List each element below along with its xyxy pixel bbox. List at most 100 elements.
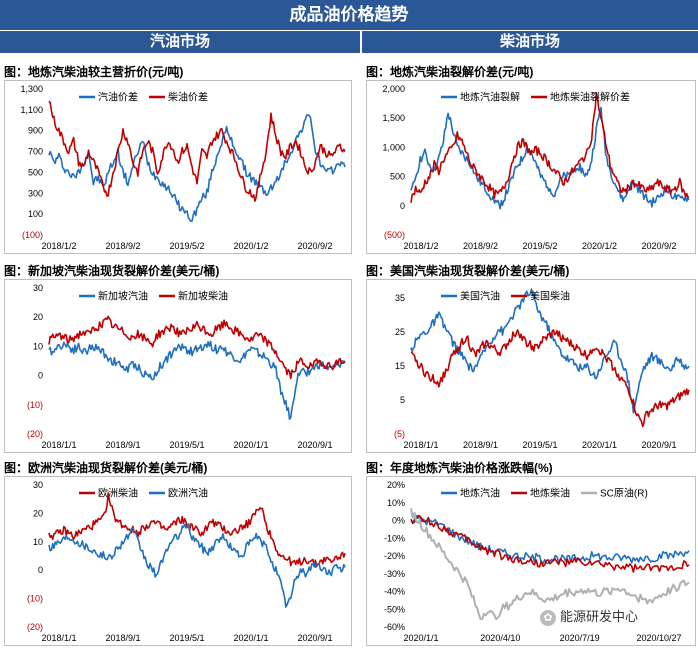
column-divider: [360, 31, 362, 648]
c2-xtick: 2018/1/2: [403, 241, 438, 251]
c1-ytick: 500: [28, 167, 43, 177]
c5-ytick: 30: [33, 480, 43, 490]
c3-ytick: 20: [33, 312, 43, 322]
c5-ytick: 20: [33, 508, 43, 518]
c6-legend-label: SC原油(R): [600, 487, 648, 500]
c4-series-1: [410, 329, 690, 428]
c5-ytick: 10: [33, 537, 43, 547]
c3-legend-label: 新加坡柴油: [178, 290, 228, 303]
c2-ytick: (500): [384, 230, 405, 240]
gasoline-section-header: 汽油市场: [0, 31, 360, 53]
c2-xtick: 2019/5/2: [522, 241, 557, 251]
c3-xtick: 2020/9/1: [297, 440, 332, 450]
c1-legend-label: 柴油价差: [168, 91, 208, 104]
chart1-title: 图：地炼汽柴油较主营折价(元/吨): [4, 65, 184, 79]
c5-legend-label: 欧洲柴油: [98, 487, 138, 500]
c4-xtick: 2020/1/1: [582, 440, 617, 450]
c2-xtick: 2020/9/2: [641, 241, 676, 251]
c3-svg: 30 20 10 0 (10) (20)2018/1/1 2018/9/1 2019/5/1 2…: [27, 283, 346, 450]
c6-ytick: -50%: [384, 604, 405, 614]
c4-ytick: 25: [395, 327, 405, 337]
c2-legend-label: 地炼柴油裂解价差: [550, 91, 630, 104]
c3-legend-label: 新加坡汽油: [98, 290, 148, 303]
c3-ytick: (20): [27, 429, 43, 439]
c1-series-1: [48, 100, 346, 202]
c2-ytick: 1,000: [382, 142, 405, 152]
c6-xtick: 2020/4/10: [480, 633, 520, 643]
c5-xtick: 2018/9/1: [105, 633, 140, 643]
c3-xtick: 2018/1/1: [41, 440, 76, 450]
c1-ytick: 100: [28, 209, 43, 219]
watermark: ✿ 能源研发中心: [540, 606, 638, 626]
c6-svg: 20% 10% 0% -10% -20% -30% -40% -50% -60%2020/1/1…: [384, 480, 690, 643]
c5-xtick: 2018/1/1: [41, 633, 76, 643]
c6-xtick: 2020/10/27: [636, 633, 681, 643]
c5-xtick: 2020/1/1: [233, 633, 268, 643]
chart6-plot: 20% 10% 0% -10% -20% -30% -40% -50% -60% 2020/1/1…: [366, 476, 696, 646]
c5-legend-label: 欧洲汽油: [168, 487, 208, 500]
c4-xtick: 2018/1/1: [403, 440, 438, 450]
c6-series-0: [410, 514, 690, 565]
chart5-title: 图：欧洲汽柴油现货裂解价差(美元/桶): [4, 461, 208, 475]
c3-ytick: (10): [27, 400, 43, 410]
c4-legend-label: 美国汽油: [460, 290, 500, 303]
c2-series-0: [410, 106, 690, 210]
c6-ytick: -30%: [384, 569, 405, 579]
chart4-title: 图：美国汽柴油现货裂解价差(美元/桶): [366, 264, 570, 278]
c5-xtick: 2019/5/1: [169, 633, 204, 643]
c1-xtick: 2019/5/2: [169, 241, 204, 251]
c1-ytick: (100): [22, 230, 43, 240]
c4-series-0: [410, 288, 690, 414]
c2-series-1: [410, 92, 690, 203]
c3-ytick: 30: [33, 283, 43, 293]
c4-legend-label: 美国柴油: [530, 290, 570, 303]
c4-ytick: 5: [400, 395, 405, 405]
c4-ytick: 15: [395, 361, 405, 371]
c2-ytick: 2,000: [382, 84, 405, 94]
c4-ytick: (5): [394, 429, 405, 439]
c5-svg: 30 20 10 0 (10) (20)2018/1/1 2018/9/1 2019/5/1 2…: [27, 480, 346, 643]
c6-ytick: -10%: [384, 533, 405, 543]
c1-svg: 1,300 1,100 900 700 500 300 100 (100)2018/1/2 20…: [20, 84, 346, 251]
c6-xtick: 2020/7/19: [560, 633, 600, 643]
c3-series-1: [48, 315, 346, 380]
c4-ytick: 35: [395, 293, 405, 303]
c3-ytick: 0: [38, 371, 43, 381]
c6-ytick: 0%: [392, 516, 405, 526]
c2-ytick: 1,500: [382, 113, 405, 123]
c1-ytick: 300: [28, 188, 43, 198]
c6-ytick: -20%: [384, 551, 405, 561]
c4-xtick: 2019/5/1: [522, 440, 557, 450]
c1-ytick: 1,100: [20, 105, 43, 115]
c6-series-1: [410, 514, 690, 573]
c1-ytick: 700: [28, 147, 43, 157]
c6-ytick: 20%: [387, 480, 405, 490]
c6-ytick: -60%: [384, 622, 405, 632]
c1-xtick: 2018/9/2: [105, 241, 140, 251]
wechat-icon: ✿: [540, 609, 556, 626]
c2-legend-label: 地炼汽油裂解: [460, 91, 520, 104]
c1-ytick: 1,300: [20, 84, 43, 94]
c6-ytick: -40%: [384, 587, 405, 597]
c2-svg: 2,000 1,500 1,000 500 0 (500)2018/1/2 2018/9/2…: [382, 84, 690, 251]
chart6-title: 图：年度地炼汽柴油价格涨跌幅(%): [366, 461, 553, 475]
c2-xtick: 2018/9/2: [463, 241, 498, 251]
diesel-section-header: 柴油市场: [362, 31, 698, 53]
c6-ytick: 10%: [387, 498, 405, 508]
c5-ytick: (20): [27, 622, 43, 632]
chart5-plot: 30 20 10 0 (10) (20) 2018/1/1 2018/9/1 2019/5/1 2…: [4, 476, 352, 646]
c4-svg: 35 25 15 5 (5)2018/1/1 2018/9/1 2019/5/1 2020/1…: [394, 288, 690, 450]
c5-ytick: (10): [27, 594, 43, 604]
c5-series-0: [48, 492, 346, 568]
c5-xtick: 2020/9/1: [297, 633, 332, 643]
c1-xtick: 2020/9/2: [297, 241, 332, 251]
c1-ytick: 900: [28, 126, 43, 136]
chart2-plot: 2,000 1,500 1,000 500 0 (500) 2018/1/2 2018/9/2…: [366, 80, 696, 254]
chart2-title: 图：地炼汽柴油裂解价差(元/吨): [366, 65, 534, 79]
c1-xtick: 2020/1/2: [233, 241, 268, 251]
c3-xtick: 2020/1/1: [233, 440, 268, 450]
chart3-title: 图：新加坡汽柴油现货裂解价差(美元/桶): [4, 264, 220, 278]
c1-series-0: [48, 114, 346, 223]
c4-xtick: 2018/9/1: [463, 440, 498, 450]
c3-ytick: 10: [33, 341, 43, 351]
